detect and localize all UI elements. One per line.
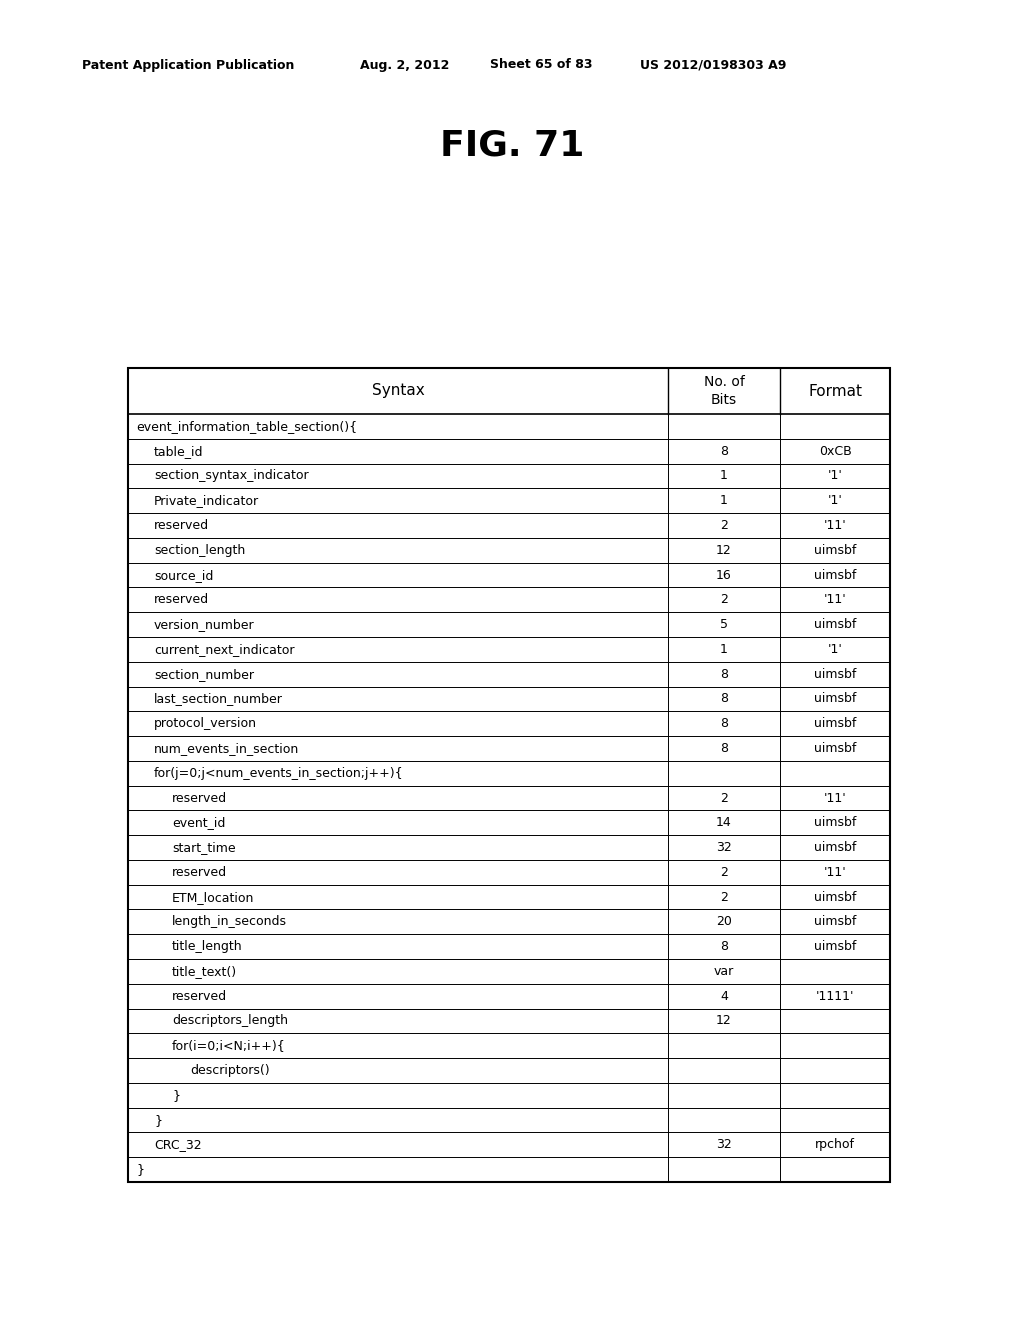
Text: table_id: table_id <box>154 445 204 458</box>
Text: section_length: section_length <box>154 544 246 557</box>
Text: 2: 2 <box>720 792 728 804</box>
Text: source_id: source_id <box>154 569 213 582</box>
Text: descriptors_length: descriptors_length <box>172 1015 288 1027</box>
Text: 8: 8 <box>720 940 728 953</box>
Text: '1': '1' <box>827 470 843 482</box>
Text: current_next_indicator: current_next_indicator <box>154 643 295 656</box>
Text: Sheet 65 of 83: Sheet 65 of 83 <box>490 58 593 71</box>
Text: 20: 20 <box>716 915 732 928</box>
Text: 32: 32 <box>716 841 732 854</box>
Text: start_time: start_time <box>172 841 236 854</box>
Text: Syntax: Syntax <box>372 384 424 399</box>
Text: reserved: reserved <box>154 593 209 606</box>
Text: 8: 8 <box>720 717 728 730</box>
Text: '11': '11' <box>823 519 847 532</box>
Text: Private_indicator: Private_indicator <box>154 494 259 507</box>
Text: reserved: reserved <box>172 866 227 879</box>
Text: 12: 12 <box>716 544 732 557</box>
Text: uimsbf: uimsbf <box>814 891 856 904</box>
Text: reserved: reserved <box>154 519 209 532</box>
Text: Format: Format <box>808 384 862 399</box>
Text: descriptors(): descriptors() <box>190 1064 269 1077</box>
Text: section_number: section_number <box>154 668 254 681</box>
Text: }: } <box>172 1089 180 1102</box>
Text: 32: 32 <box>716 1138 732 1151</box>
Bar <box>128 368 890 1181</box>
Text: '11': '11' <box>823 866 847 879</box>
Text: 2: 2 <box>720 519 728 532</box>
Text: 8: 8 <box>720 668 728 681</box>
Text: 2: 2 <box>720 593 728 606</box>
Text: 5: 5 <box>720 618 728 631</box>
Text: FIG. 71: FIG. 71 <box>440 128 584 162</box>
Text: 14: 14 <box>716 816 732 829</box>
Text: 1: 1 <box>720 643 728 656</box>
Text: 8: 8 <box>720 445 728 458</box>
Text: 2: 2 <box>720 866 728 879</box>
Text: num_events_in_section: num_events_in_section <box>154 742 299 755</box>
Text: '1': '1' <box>827 494 843 507</box>
Text: uimsbf: uimsbf <box>814 618 856 631</box>
Text: uimsbf: uimsbf <box>814 816 856 829</box>
Text: reserved: reserved <box>172 990 227 1003</box>
Text: section_syntax_indicator: section_syntax_indicator <box>154 470 308 482</box>
Text: 8: 8 <box>720 742 728 755</box>
Text: last_section_number: last_section_number <box>154 693 283 705</box>
Text: rpchof: rpchof <box>815 1138 855 1151</box>
Text: CRC_32: CRC_32 <box>154 1138 202 1151</box>
Text: '11': '11' <box>823 792 847 804</box>
Text: uimsbf: uimsbf <box>814 693 856 705</box>
Text: uimsbf: uimsbf <box>814 668 856 681</box>
Text: 12: 12 <box>716 1015 732 1027</box>
Text: protocol_version: protocol_version <box>154 717 257 730</box>
Text: '1': '1' <box>827 643 843 656</box>
Text: for(i=0;i<N;i++){: for(i=0;i<N;i++){ <box>172 1039 286 1052</box>
Text: 2: 2 <box>720 891 728 904</box>
Text: 1: 1 <box>720 470 728 482</box>
Text: }: } <box>136 1163 144 1176</box>
Text: No. of
Bits: No. of Bits <box>703 375 744 407</box>
Text: reserved: reserved <box>172 792 227 804</box>
Text: uimsbf: uimsbf <box>814 717 856 730</box>
Text: uimsbf: uimsbf <box>814 569 856 582</box>
Text: 4: 4 <box>720 990 728 1003</box>
Text: for(j=0;j<num_events_in_section;j++){: for(j=0;j<num_events_in_section;j++){ <box>154 767 403 780</box>
Text: 8: 8 <box>720 693 728 705</box>
Text: uimsbf: uimsbf <box>814 940 856 953</box>
Text: uimsbf: uimsbf <box>814 841 856 854</box>
Text: 1: 1 <box>720 494 728 507</box>
Text: length_in_seconds: length_in_seconds <box>172 915 287 928</box>
Text: var: var <box>714 965 734 978</box>
Text: ETM_location: ETM_location <box>172 891 254 904</box>
Text: '11': '11' <box>823 593 847 606</box>
Text: 16: 16 <box>716 569 732 582</box>
Text: event_information_table_section(){: event_information_table_section(){ <box>136 420 357 433</box>
Text: title_text(): title_text() <box>172 965 238 978</box>
Text: 0xCB: 0xCB <box>818 445 851 458</box>
Text: title_length: title_length <box>172 940 243 953</box>
Text: US 2012/0198303 A9: US 2012/0198303 A9 <box>640 58 786 71</box>
Text: event_id: event_id <box>172 816 225 829</box>
Text: Aug. 2, 2012: Aug. 2, 2012 <box>360 58 450 71</box>
Text: version_number: version_number <box>154 618 255 631</box>
Text: Patent Application Publication: Patent Application Publication <box>82 58 294 71</box>
Text: uimsbf: uimsbf <box>814 544 856 557</box>
Text: uimsbf: uimsbf <box>814 915 856 928</box>
Text: uimsbf: uimsbf <box>814 742 856 755</box>
Text: }: } <box>154 1114 162 1126</box>
Text: '1111': '1111' <box>816 990 854 1003</box>
